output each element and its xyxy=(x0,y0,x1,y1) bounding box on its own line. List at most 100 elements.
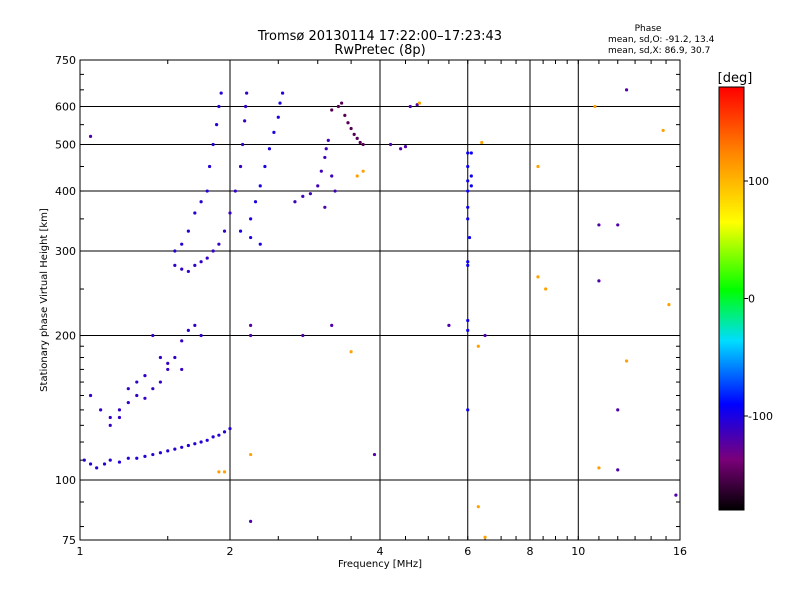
data-point xyxy=(661,128,665,133)
y-tick-label: 300 xyxy=(55,245,76,258)
data-point xyxy=(222,430,227,434)
x-tick-label: 10 xyxy=(571,545,585,558)
stats-line-o: mean, sd,O: -91.2, 13.4 xyxy=(608,35,715,45)
data-point xyxy=(99,408,103,412)
colorbar-tick-label: 100 xyxy=(748,175,769,188)
data-point xyxy=(158,355,163,360)
data-point xyxy=(151,387,155,391)
data-point xyxy=(343,113,347,117)
data-point xyxy=(173,355,177,360)
data-point xyxy=(280,91,285,95)
data-point xyxy=(258,184,262,188)
data-point xyxy=(143,454,147,459)
data-point xyxy=(616,468,620,472)
data-point xyxy=(228,426,232,431)
y-tick-label: 100 xyxy=(55,474,76,487)
x-tick-label: 16 xyxy=(673,545,687,558)
data-point xyxy=(219,91,223,95)
data-point xyxy=(372,452,377,457)
data-point xyxy=(358,140,362,145)
data-point xyxy=(199,260,203,264)
data-point xyxy=(180,445,184,449)
data-point xyxy=(258,242,262,246)
data-point xyxy=(466,189,470,193)
data-point xyxy=(466,408,470,412)
data-point xyxy=(151,333,155,338)
data-point xyxy=(330,323,334,327)
data-point xyxy=(323,155,327,160)
data-point xyxy=(324,147,328,151)
data-point xyxy=(173,263,177,267)
data-point xyxy=(361,142,365,147)
data-point xyxy=(126,387,130,391)
stats-title: Phase xyxy=(635,24,662,34)
data-point xyxy=(180,339,184,343)
y-tick-label: 600 xyxy=(55,101,76,114)
colorbar-label: [deg] xyxy=(718,71,753,86)
data-point xyxy=(244,104,248,109)
data-point xyxy=(469,151,473,155)
chart-title: Tromsø 20130114 17:22:00–17:23:43 xyxy=(257,29,502,44)
data-point xyxy=(199,440,203,444)
data-point xyxy=(117,415,122,420)
data-point xyxy=(466,318,470,323)
data-point xyxy=(108,415,112,420)
data-point xyxy=(108,458,112,462)
data-point xyxy=(193,442,197,446)
data-point xyxy=(211,435,215,439)
data-point xyxy=(135,456,139,460)
data-point xyxy=(278,101,282,105)
data-point xyxy=(276,115,280,119)
data-point xyxy=(355,174,359,178)
data-point xyxy=(593,104,597,109)
data-point xyxy=(215,123,219,127)
data-point xyxy=(466,179,470,183)
data-point xyxy=(207,164,212,169)
y-tick-label: 400 xyxy=(55,185,76,198)
data-point xyxy=(316,184,320,188)
data-point xyxy=(166,367,170,372)
data-point xyxy=(88,462,93,466)
data-point xyxy=(217,242,221,246)
data-point xyxy=(222,470,227,474)
data-point xyxy=(308,192,313,196)
data-point xyxy=(330,108,334,112)
data-point xyxy=(301,194,305,198)
data-point xyxy=(466,328,470,332)
data-point xyxy=(616,408,620,412)
data-point xyxy=(355,136,359,140)
x-axis-label: Frequency [MHz] xyxy=(338,559,422,570)
data-point xyxy=(193,323,197,327)
data-point xyxy=(333,189,337,193)
data-point xyxy=(403,145,408,149)
data-point xyxy=(476,344,480,348)
data-point xyxy=(222,229,227,233)
data-point xyxy=(166,361,170,365)
data-point xyxy=(480,140,484,145)
data-point xyxy=(597,466,601,470)
data-point xyxy=(466,205,470,209)
data-point xyxy=(205,438,209,442)
data-point xyxy=(483,333,487,338)
data-points xyxy=(82,88,678,539)
data-point xyxy=(211,249,215,253)
data-point xyxy=(126,400,130,405)
data-point xyxy=(301,333,305,338)
axis-ticks: 1 2 4 6 8 10 16 75 100 200 300 400 500 600 750 xyxy=(55,54,687,558)
data-point xyxy=(466,263,470,267)
data-point xyxy=(466,217,470,221)
data-point xyxy=(466,151,470,155)
data-point xyxy=(217,433,221,437)
data-point xyxy=(249,452,253,457)
data-point xyxy=(151,452,155,457)
data-point xyxy=(267,147,272,151)
data-point xyxy=(205,256,209,260)
colorbar-ticks: 100 0 -100 xyxy=(744,175,773,423)
data-point xyxy=(228,211,232,215)
data-point xyxy=(667,302,671,307)
data-point xyxy=(249,333,253,338)
data-point xyxy=(415,103,419,107)
data-point xyxy=(143,374,147,378)
data-point xyxy=(135,393,139,398)
chart-subtitle: RwPretec (8p) xyxy=(334,43,425,58)
